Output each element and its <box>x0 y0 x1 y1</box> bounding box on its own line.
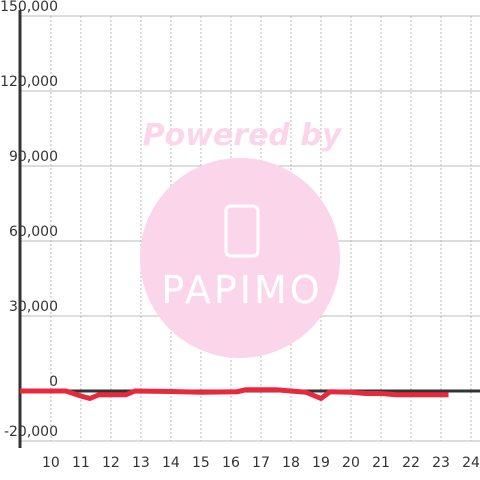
x-tick-label: 24 <box>462 455 480 471</box>
y-tick-label: 60,000 <box>9 224 58 240</box>
y-tick-label: 90,000 <box>9 149 58 165</box>
x-tick-label: 23 <box>432 455 450 471</box>
y-tick-label: 30,000 <box>9 299 58 315</box>
x-tick-label: 18 <box>282 455 300 471</box>
x-tick-label: 17 <box>252 455 270 471</box>
watermark-text: Powered by <box>143 118 343 153</box>
y-tick-label: 120,000 <box>0 74 58 90</box>
x-tick-label: 11 <box>72 455 90 471</box>
phone-icon <box>224 204 260 258</box>
x-tick-label: 13 <box>132 455 150 471</box>
x-tick-label: 19 <box>312 455 330 471</box>
watermark-circle <box>140 158 340 358</box>
x-tick-label: 16 <box>222 455 240 471</box>
x-tick-label: 20 <box>342 455 360 471</box>
y-tick-label: 0 <box>49 374 58 390</box>
watermark-logo: PAPIMO <box>161 268 322 312</box>
x-tick-label: 21 <box>372 455 390 471</box>
series-line <box>20 387 449 401</box>
x-tick-label: 12 <box>102 455 120 471</box>
x-tick-label: 14 <box>162 455 180 471</box>
y-tick-label: -20,000 <box>4 424 58 440</box>
x-tick-label: 15 <box>192 455 210 471</box>
x-tick-label: 22 <box>402 455 420 471</box>
watermark: Powered by PAPIMO <box>140 118 343 358</box>
y-tick-label: 150,000 <box>0 0 58 15</box>
x-tick-label: 10 <box>42 455 60 471</box>
